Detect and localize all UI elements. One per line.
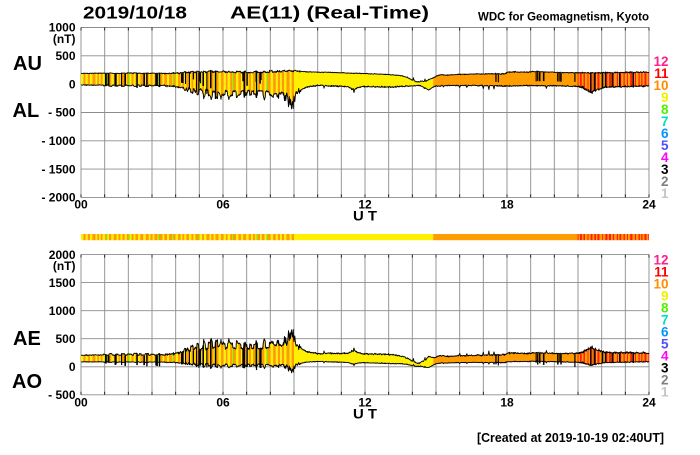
svg-text:AO: AO <box>12 371 42 393</box>
svg-text:- 1500: - 1500 <box>41 162 75 176</box>
svg-text:24: 24 <box>642 198 656 212</box>
svg-text:0: 0 <box>69 360 76 374</box>
svg-text:1000: 1000 <box>49 304 76 318</box>
svg-text:AU: AU <box>13 53 42 75</box>
svg-text:06: 06 <box>216 396 230 410</box>
svg-text:2019/10/18: 2019/10/18 <box>83 3 187 23</box>
svg-text:- 500: - 500 <box>48 388 76 402</box>
svg-text:(nT): (nT) <box>53 259 76 273</box>
svg-text:AE: AE <box>13 328 41 350</box>
svg-text:1500: 1500 <box>49 276 76 290</box>
svg-text:AE(11) (Real-Time): AE(11) (Real-Time) <box>230 3 429 23</box>
svg-text:00: 00 <box>74 198 88 212</box>
svg-text:WDC for Geomagnetism, Kyoto: WDC for Geomagnetism, Kyoto <box>478 12 649 24</box>
svg-text:500: 500 <box>55 49 75 63</box>
svg-text:18: 18 <box>500 198 514 212</box>
svg-text:AL: AL <box>13 100 40 122</box>
svg-text:500: 500 <box>55 332 75 346</box>
svg-text:00: 00 <box>74 396 88 410</box>
svg-text:(nT): (nT) <box>53 32 76 46</box>
svg-text:06: 06 <box>216 198 230 212</box>
svg-text:- 500: - 500 <box>48 106 76 120</box>
svg-text:0: 0 <box>69 77 76 91</box>
svg-text:1: 1 <box>661 385 669 400</box>
svg-text:U T: U T <box>353 407 378 422</box>
svg-text:18: 18 <box>500 396 514 410</box>
svg-text:24: 24 <box>642 396 656 410</box>
svg-text:1: 1 <box>661 186 669 201</box>
svg-text:- 2000: - 2000 <box>41 191 75 205</box>
svg-text:- 1000: - 1000 <box>41 134 75 148</box>
svg-text:[Created at 2019-10-19 02:40UT: [Created at 2019-10-19 02:40UT] <box>477 431 664 445</box>
svg-text:U T: U T <box>353 209 378 224</box>
